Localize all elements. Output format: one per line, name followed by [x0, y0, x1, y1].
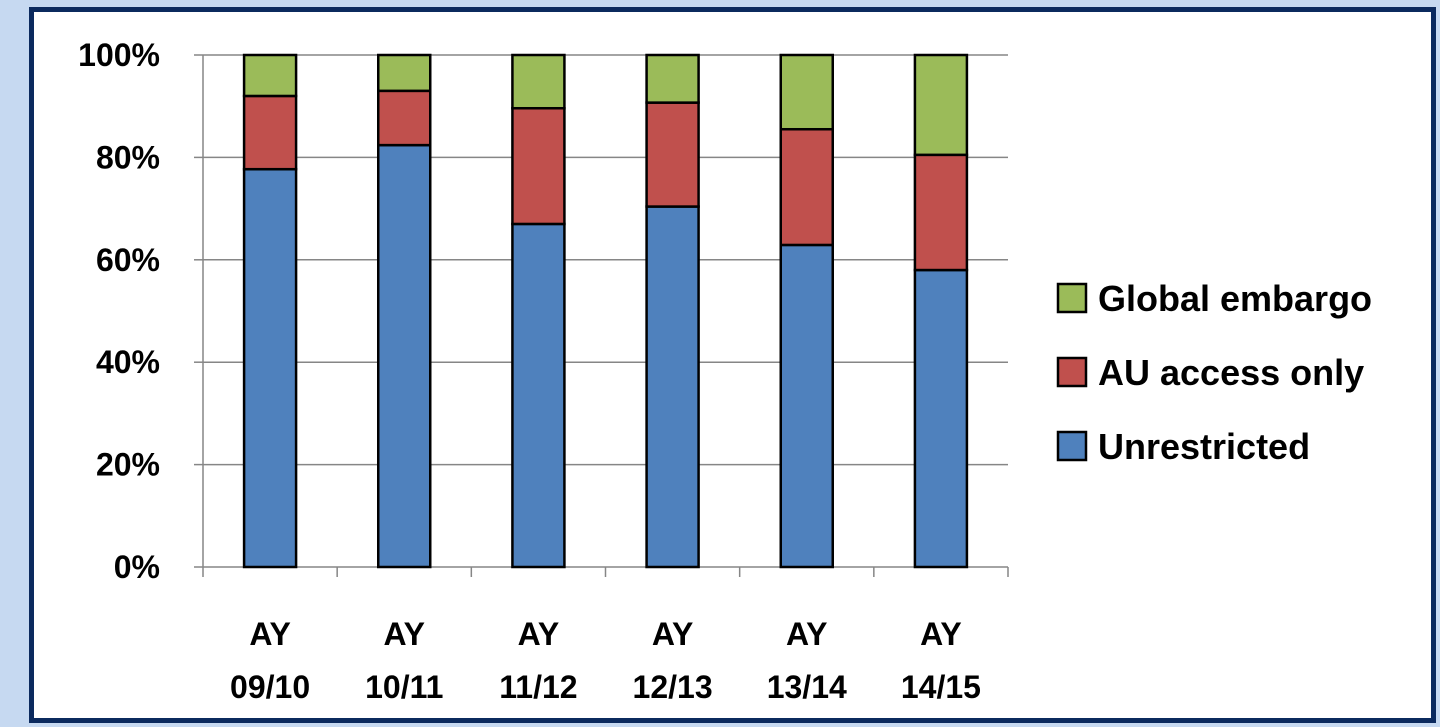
bar-segment-unrestricted	[779, 243, 834, 569]
bar-segment-global-embargo	[242, 53, 298, 98]
bar-segment-global-embargo	[913, 53, 969, 157]
legend-swatch	[1056, 356, 1088, 388]
bar-segment-au-access-only	[645, 101, 700, 208]
x-tick-label: 10/11	[365, 669, 443, 705]
x-tick-label: AY	[518, 616, 560, 652]
bar-segment-global-embargo	[779, 53, 834, 131]
x-tick-label: 09/10	[230, 669, 310, 705]
y-tick-label: 20%	[96, 447, 160, 483]
x-tick-label: AY	[383, 616, 425, 652]
bar-segment-global-embargo	[645, 53, 700, 104]
bar-segment-au-access-only	[913, 153, 969, 272]
x-tick-label: AY	[920, 616, 962, 652]
bar-segment-unrestricted	[913, 268, 969, 569]
legend-label: Global embargo	[1098, 278, 1372, 319]
bar-segment-unrestricted	[377, 143, 432, 569]
legend-swatch	[1056, 430, 1088, 462]
y-tick-label: 80%	[96, 139, 160, 175]
bar-segment-global-embargo	[511, 53, 566, 110]
bar-segment-global-embargo	[377, 53, 432, 93]
gridlines	[203, 54, 1008, 466]
x-tick-label: AY	[786, 616, 828, 652]
bar-segment-au-access-only	[511, 106, 566, 226]
bar-segment-unrestricted	[645, 205, 700, 569]
axes	[194, 54, 1009, 577]
bar-segment-unrestricted	[242, 167, 298, 569]
x-tick-labels: AY 09/10 AY 10/11 AY 11/12 AY 12/13 AY 13/14 AY 14/…	[230, 616, 981, 705]
y-tick-labels: 0% 20% 40% 60% 80% 100%	[78, 37, 160, 585]
x-tick-label: AY	[652, 616, 694, 652]
bar-segment-unrestricted	[511, 222, 566, 569]
y-tick-label: 0%	[114, 549, 160, 585]
y-tick-label: 60%	[96, 242, 160, 278]
bar-segment-au-access-only	[377, 89, 432, 147]
x-tick-label: 13/14	[767, 669, 847, 705]
x-tick-label: 12/13	[633, 669, 713, 705]
bars	[242, 53, 969, 569]
legend: Global embargo AU access only Unrestricted	[1056, 278, 1372, 467]
y-tick-label: 100%	[78, 37, 160, 73]
legend-label: AU access only	[1098, 352, 1364, 393]
bar-segment-au-access-only	[242, 94, 298, 171]
bar-segment-au-access-only	[779, 127, 834, 247]
x-tick-label: AY	[249, 616, 291, 652]
legend-swatch	[1056, 282, 1088, 314]
x-tick-label: 11/12	[499, 669, 577, 705]
legend-label: Unrestricted	[1098, 426, 1310, 467]
x-tick-label: 14/15	[901, 669, 981, 705]
y-tick-label: 40%	[96, 344, 160, 380]
